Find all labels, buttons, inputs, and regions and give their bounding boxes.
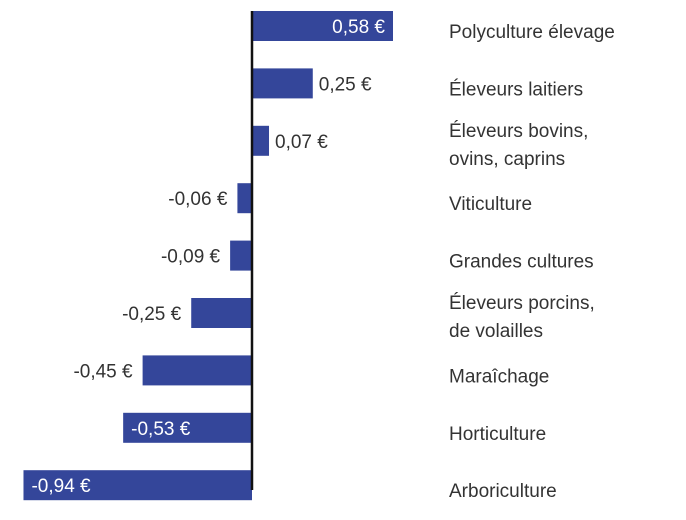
category-label-line: Arboriculture bbox=[449, 481, 557, 502]
value-label: -0,09 € bbox=[161, 247, 221, 268]
bar bbox=[142, 355, 252, 386]
bar bbox=[123, 412, 252, 443]
category-label-line: Éleveurs bovins, bbox=[449, 121, 588, 142]
value-label: -0,06 € bbox=[168, 189, 228, 210]
category-label: Maraîchage bbox=[449, 366, 549, 387]
category-label-line: Polyculture élevage bbox=[449, 22, 615, 43]
value-labels-group: 0,58 € 0,25 € 0,07 € -0,06 € -0,09 € -0,25 € -… bbox=[31, 17, 385, 497]
category-label: Grandes cultures bbox=[449, 252, 594, 273]
bar bbox=[191, 298, 252, 328]
category-label-line: de volailles bbox=[449, 321, 543, 342]
category-label: Éleveurs laitiers bbox=[449, 79, 583, 100]
category-label-line: ovins, caprins bbox=[449, 149, 565, 170]
category-label: Arboriculture bbox=[449, 481, 557, 502]
category-label-line: Éleveurs laitiers bbox=[449, 79, 583, 100]
value-label: 0,25 € bbox=[319, 74, 372, 95]
bar bbox=[237, 183, 252, 214]
value-label: -0,45 € bbox=[73, 361, 133, 382]
bar bbox=[252, 68, 313, 99]
category-label: Horticulture bbox=[449, 424, 546, 445]
category-label: Éleveurs bovins, ovins, caprins bbox=[449, 121, 588, 170]
value-label: -0,94 € bbox=[31, 476, 91, 497]
bars-group bbox=[23, 11, 393, 501]
category-label: Viticulture bbox=[449, 194, 532, 215]
value-label: 0,58 € bbox=[332, 17, 385, 38]
value-label: -0,53 € bbox=[131, 419, 191, 440]
category-label-line: Viticulture bbox=[449, 194, 532, 215]
category-label-line: Maraîchage bbox=[449, 366, 549, 387]
bar bbox=[252, 125, 270, 156]
category-label-line: Éleveurs porcins, bbox=[449, 293, 595, 314]
category-labels-group: Polyculture élevage Éleveurs laitiers Élev… bbox=[449, 22, 615, 502]
value-label: -0,25 € bbox=[122, 304, 182, 325]
category-label-line: Horticulture bbox=[449, 424, 546, 445]
bar bbox=[252, 11, 393, 41]
bar bbox=[23, 470, 253, 501]
category-label: Éleveurs porcins, de volailles bbox=[449, 293, 595, 342]
bar bbox=[230, 240, 252, 271]
category-label: Polyculture élevage bbox=[449, 22, 615, 43]
value-label: 0,07 € bbox=[275, 132, 328, 153]
category-label-line: Grandes cultures bbox=[449, 252, 594, 273]
